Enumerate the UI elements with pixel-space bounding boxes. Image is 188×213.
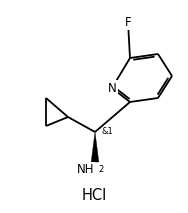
- Text: N: N: [108, 82, 116, 95]
- Text: 2: 2: [98, 165, 104, 174]
- Polygon shape: [91, 132, 99, 162]
- Text: F: F: [125, 16, 131, 29]
- Text: &1: &1: [101, 127, 113, 135]
- Text: HCl: HCl: [81, 189, 107, 203]
- Text: NH: NH: [77, 163, 94, 176]
